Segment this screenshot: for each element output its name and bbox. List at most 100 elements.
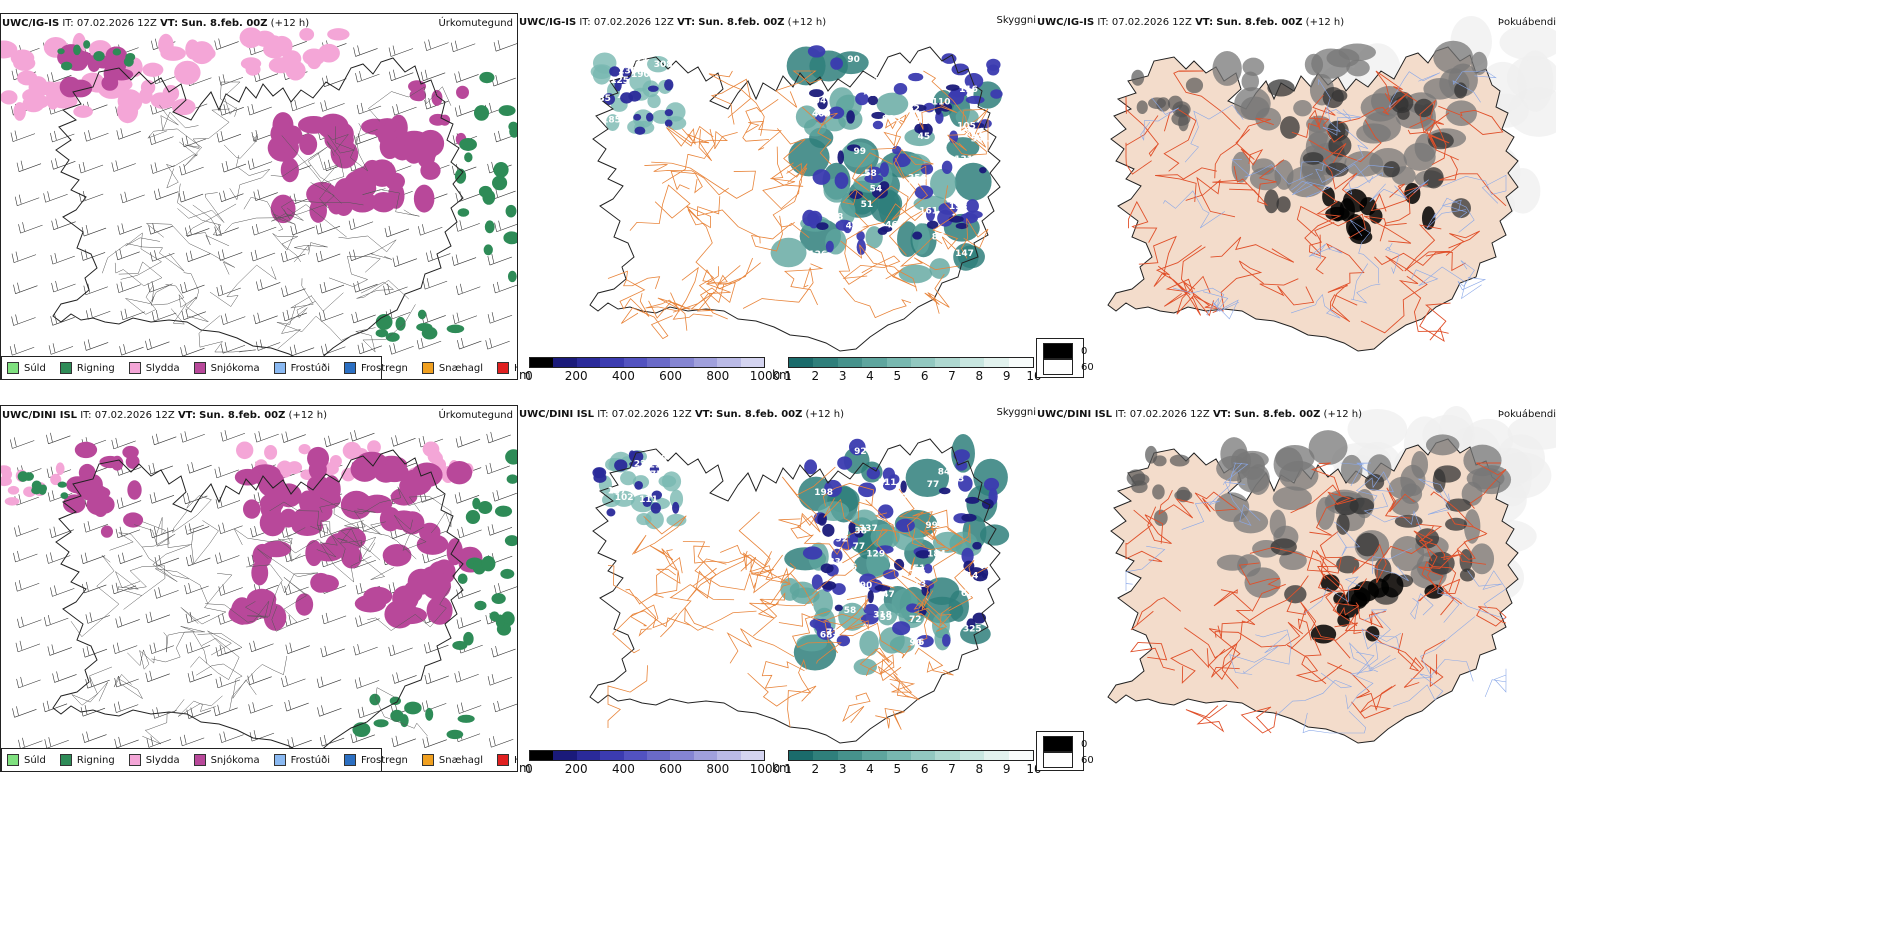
precip-type-panel-bottom: UWC/DINI ISL IT: 07.02.2026 12Z VT: Sun.… (0, 405, 518, 772)
ceiling-value-label: 72 (909, 615, 922, 625)
ceiling-value-label: 92 (835, 534, 848, 544)
ceiling-value-label: 111 (878, 478, 897, 488)
legend-item-rigning: Rigning (59, 754, 115, 766)
ceiling-colorbar-bar (529, 357, 765, 368)
ceiling-value-label: 151 (907, 564, 926, 574)
visibility-colorbar-segment (862, 358, 887, 367)
visibility-tick-label: 8 (975, 762, 984, 776)
ceiling-colorbar-segment (693, 751, 718, 760)
ceiling-value-label: 38 (854, 526, 867, 536)
ceiling-tick-label: 800 (706, 369, 730, 383)
fog-legend-white-label: 60 (1081, 754, 1094, 766)
legend-label: Frostúði (290, 362, 330, 374)
legend-swatch (193, 754, 206, 766)
visibility-colorbar-segment (959, 358, 985, 367)
visibility-colorbar-segment (1008, 358, 1034, 367)
legend-swatch (497, 754, 510, 766)
visibility-tick-label: 8 (975, 369, 984, 383)
ceiling-colorbar-ticks: 0 200 400 600 800 1000 (525, 761, 780, 776)
legend-swatch (344, 754, 356, 766)
visibility-colorbar-segment (837, 358, 863, 367)
legend-label: Súld (24, 362, 46, 374)
ceiling-value-label: 88 (831, 212, 844, 222)
ceiling-value-label: 217 (965, 129, 984, 139)
legend-item-suld: Súld (7, 362, 46, 374)
precip-map-bottom (1, 430, 517, 755)
ceiling-value-label: 90 (847, 55, 860, 65)
ceiling-visibility-panel-bottom: 102 72 83 92 46 68 137 60 62 66 46 59 77 201 92 114 47 93… (518, 405, 1036, 772)
ceiling-colorbar-segment (623, 358, 648, 367)
legend-label: Súld (24, 754, 46, 766)
legend-item-frostudi: Frostúði (273, 362, 330, 374)
legend-swatch (273, 362, 286, 374)
ceiling-value-label: 68 (820, 631, 833, 641)
visibility-tick-label: 4 (866, 369, 874, 383)
ceiling-value-label: 45 (918, 132, 931, 142)
legend-label: Snjókoma (210, 362, 260, 374)
ceiling-value-label: 114 (960, 572, 979, 582)
legend-item-slydda: Slydda (128, 754, 180, 766)
visibility-colorbar-segment (837, 751, 863, 760)
visibility-tick-label: 5 (893, 762, 902, 776)
legend-item-slydda: Slydda (128, 362, 180, 374)
ceiling-value-label: 75 (862, 87, 875, 97)
ceiling-value-label: 116 (959, 85, 978, 95)
ceiling-value-label: 58 (844, 606, 857, 616)
panel-label: Úrkomutegund (438, 18, 513, 29)
ceiling-value-label: 85 (598, 94, 611, 104)
visibility-colorbar-segment (911, 358, 936, 367)
ceiling-colorbar-segment (740, 751, 765, 760)
ceiling-value-label: 94 (814, 97, 827, 107)
ceiling-colorbar-segment (647, 751, 671, 760)
ceiling-value-label: 99 (854, 147, 867, 157)
ceiling-unit: m (519, 368, 531, 382)
visibility-colorbar-ticks: 1 2 3 4 5 6 7 8 9 10 (784, 761, 1041, 776)
ceiling-colorbar-segment (530, 751, 554, 760)
legend-swatch (7, 362, 19, 374)
visibility-colorbar-bar (788, 750, 1034, 761)
legend-swatch (193, 362, 206, 374)
ceiling-map-top: 190 46 161 51 105 116 185 126 88 54 58 147 125 217 356… (589, 45, 1003, 352)
ceiling-unit: m (519, 761, 531, 775)
ceiling-value-label: 113 (907, 580, 926, 590)
precip-type-panel-top: UWC/IG-IS IT: 07.02.2026 12Z VT: Sun. 8.… (0, 13, 518, 380)
ceiling-value-label: 12 (882, 243, 895, 253)
visibility-tick-label: 9 (1002, 762, 1011, 776)
fog-legend-black-label: 0 (1081, 345, 1088, 357)
visibility-colorbar-segment (959, 751, 985, 760)
legend-item-snaehagl: Snæhagl (421, 362, 483, 374)
ceiling-value-label: 93 (952, 474, 965, 484)
ceiling-value-label: 236 (634, 459, 653, 469)
ceiling-value-label: 77 (650, 470, 663, 480)
ceiling-value-label: 131 (954, 155, 973, 165)
ceiling-visibility-panel-top: 190 46 161 51 105 116 185 126 88 54 58 147 125 217 356… (518, 13, 1036, 380)
legend-item-haglel: Haglél (497, 754, 517, 766)
fog-swatch-white (1043, 359, 1073, 375)
legend-swatch (421, 362, 434, 374)
visibility-tick-label: 5 (893, 369, 902, 383)
ceiling-value-label: 99 (925, 521, 938, 531)
visibility-tick-label: 2 (811, 762, 820, 776)
ceiling-colorbar-segment (717, 751, 741, 760)
legend-swatch (7, 754, 19, 766)
visibility-colorbar-segment (886, 358, 912, 367)
legend-item-snjokoma: Snjókoma (193, 754, 260, 766)
legend-label: Rigning (76, 362, 115, 374)
panel-label: Þokuábendi (1497, 409, 1556, 420)
ceiling-value-label: 591 (971, 134, 990, 144)
legend-swatch (421, 754, 434, 766)
legend-swatch (128, 754, 141, 766)
ceiling-value-label: 60 (942, 502, 955, 512)
ceiling-value-label: 105 (908, 177, 927, 187)
ceiling-colorbar-ticks: 0 200 400 600 800 1000 (525, 368, 780, 383)
ceiling-value-label: 77 (927, 480, 940, 490)
ceiling-colorbar-segment (647, 358, 671, 367)
ceiling-tick-label: 0 (525, 369, 533, 383)
ceiling-value-label: 110 (932, 98, 951, 108)
fog-legend-black-label: 0 (1081, 738, 1088, 750)
legend-label: Haglél (514, 363, 517, 374)
ceiling-colorbar-bar (529, 750, 765, 761)
precip-legend: Súld Rigning Slydda Snjókoma Frostúði Frostre… (7, 362, 517, 374)
ceiling-value-label: 147 (955, 249, 974, 259)
visibility-colorbar-segment (935, 751, 960, 760)
